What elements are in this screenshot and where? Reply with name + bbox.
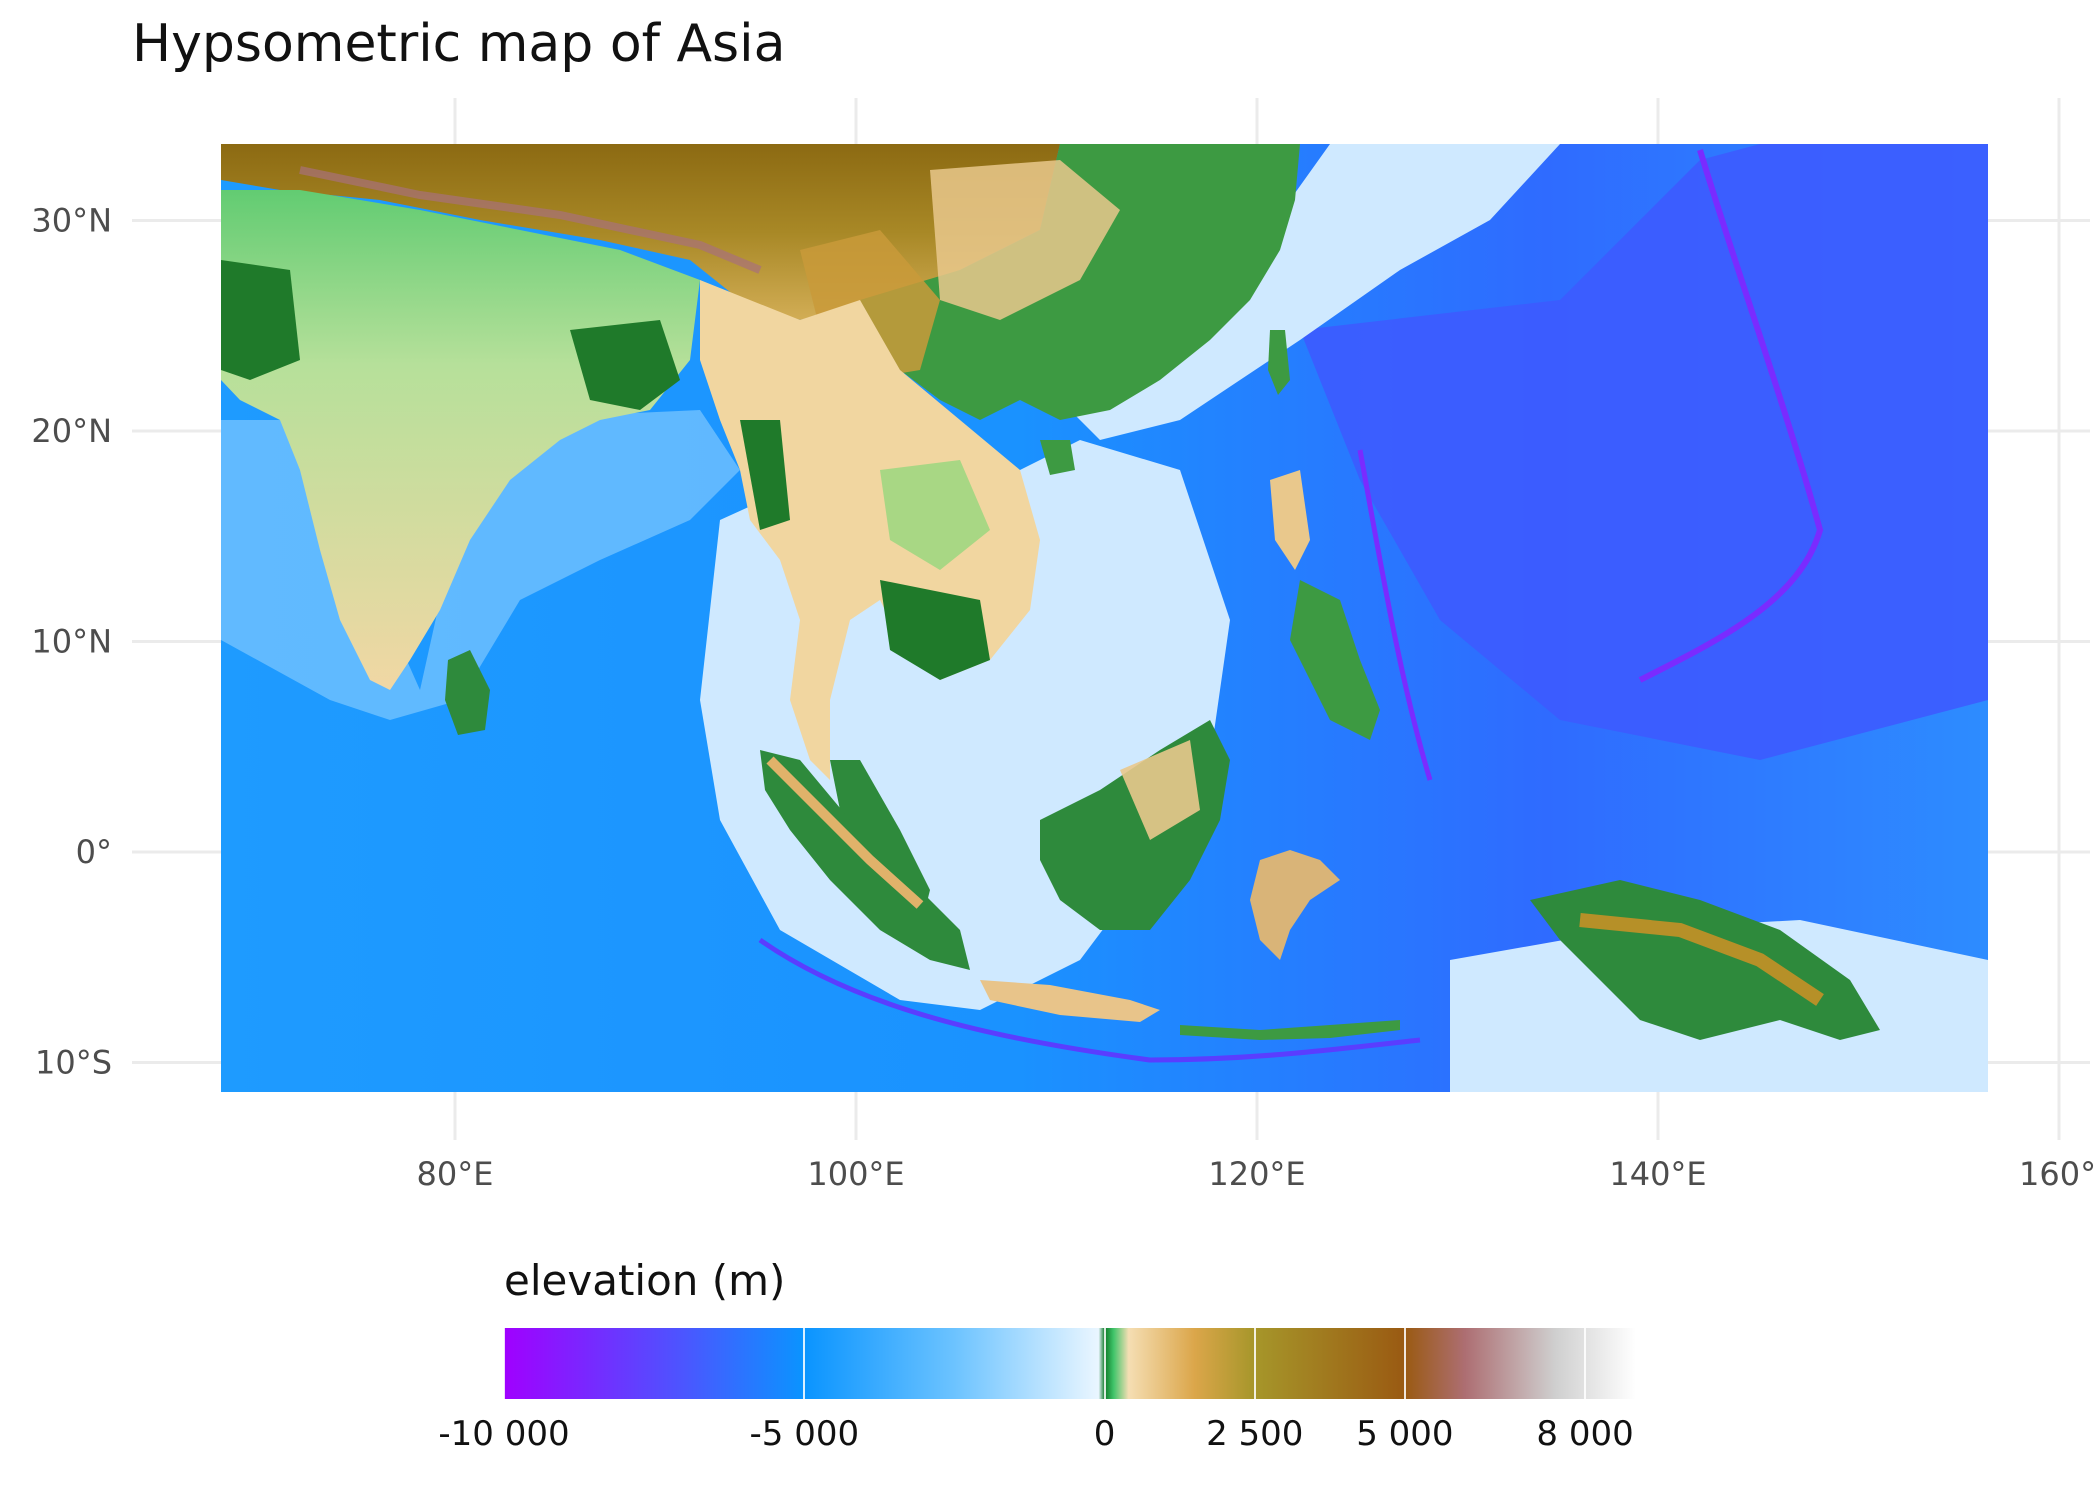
y-tick-label: 10°S bbox=[35, 1044, 112, 1082]
colorbar-tick-label: -10 000 bbox=[438, 1414, 570, 1454]
colorbar-tick-label: 8 000 bbox=[1536, 1414, 1634, 1454]
colorbar-tick-label: 0 bbox=[1093, 1414, 1116, 1454]
shelf-bengal bbox=[221, 410, 740, 720]
x-tick-label: 160° bbox=[2019, 1155, 2096, 1193]
sri-lanka bbox=[445, 650, 490, 735]
colorbar-tick bbox=[803, 1328, 806, 1399]
y-tick-label: 20°N bbox=[31, 412, 112, 450]
philippine-islands bbox=[1290, 580, 1380, 740]
colorbar-tick bbox=[1103, 1328, 1106, 1399]
x-tick-label: 100°E bbox=[807, 1155, 904, 1193]
ocean-deep-pacific bbox=[1300, 144, 1988, 760]
irrawaddy-lowland bbox=[740, 420, 790, 530]
colorbar-tick-label: 5 000 bbox=[1356, 1414, 1454, 1454]
elevation-raster bbox=[221, 144, 1988, 1092]
colorbar-tick bbox=[1584, 1328, 1587, 1399]
mariana-trench bbox=[1638, 149, 1824, 683]
khorat-plateau bbox=[880, 460, 990, 570]
axis-labels: 80°E 100°E 120°E 140°E 160° 30°N 20°N 10°N 0° 10°… bbox=[31, 202, 2096, 1194]
colorbar-tick bbox=[1253, 1328, 1256, 1399]
x-tick-label: 140°E bbox=[1609, 1155, 1706, 1193]
colorbar-tick-label: 2 500 bbox=[1206, 1414, 1304, 1454]
colorbar-tick bbox=[1403, 1328, 1406, 1399]
y-tick-label: 10°N bbox=[31, 623, 112, 661]
x-tick-label: 80°E bbox=[417, 1155, 494, 1193]
ganges-delta bbox=[570, 320, 680, 410]
java-trench bbox=[758, 937, 1421, 1063]
sumatra-range bbox=[766, 756, 924, 909]
map-plot: 80°E 100°E 120°E 140°E 160° 30°N 20°N 10°N 0° 10°… bbox=[31, 98, 2096, 1194]
philippine-trench bbox=[1357, 449, 1433, 781]
south-china-land bbox=[860, 144, 1300, 420]
map-title: Hypsometric map of Asia bbox=[132, 14, 786, 74]
colorbar-tick bbox=[503, 1328, 505, 1399]
indus-plain bbox=[221, 260, 300, 380]
x-tick-label: 120°E bbox=[1208, 1155, 1305, 1193]
taiwan bbox=[1268, 330, 1290, 395]
hainan bbox=[1040, 440, 1075, 475]
y-tick-label: 30°N bbox=[31, 202, 112, 240]
java bbox=[980, 980, 1160, 1022]
elevation-colorbar bbox=[503, 1328, 1636, 1399]
indian-subcontinent bbox=[221, 190, 700, 690]
new-guinea-highlands bbox=[1579, 913, 1824, 1006]
luzon bbox=[1270, 470, 1310, 570]
legend-title: elevation (m) bbox=[504, 1256, 786, 1305]
borneo-highlands bbox=[1120, 740, 1200, 840]
sulawesi bbox=[1250, 850, 1340, 960]
mekong-delta bbox=[880, 580, 990, 680]
lesser-sunda-islands bbox=[1180, 1020, 1400, 1040]
himalaya-crest bbox=[299, 166, 762, 274]
china-hills bbox=[930, 160, 1120, 320]
y-tick-label: 0° bbox=[76, 833, 112, 871]
colorbar-tick-label: -5 000 bbox=[749, 1414, 860, 1454]
